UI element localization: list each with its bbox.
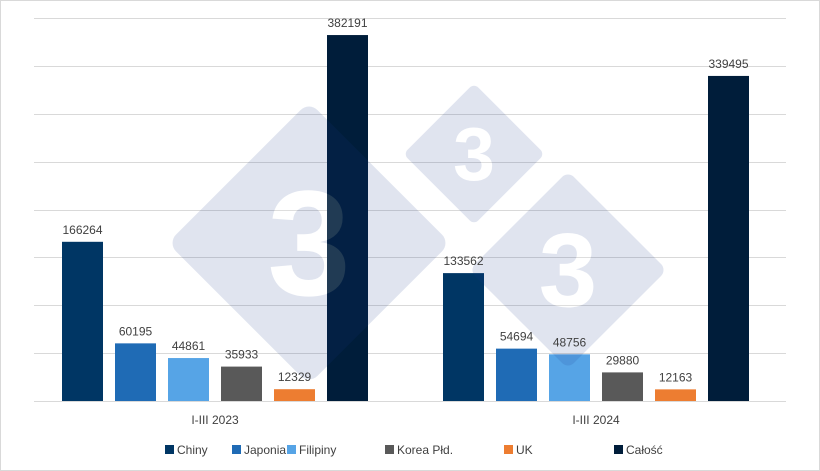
legend-label-chiny: Chiny [177,443,208,457]
data-label: 382191 [327,16,367,30]
watermark-diamond-shape [472,174,664,366]
gridlines [34,18,786,402]
watermark-diamond-shape [172,106,446,380]
watermark-digit: 3 [267,159,350,327]
bar-filipiny-2 [549,354,590,401]
data-label: 35933 [225,348,259,362]
watermark-digit: 3 [453,112,495,196]
watermark-diamond-shape [405,85,543,223]
data-label: 44861 [172,339,206,353]
data-labels: 166264 60195 44861 35933 12329 382191 133562 54… [62,16,748,384]
legend: Chiny Japonia Filipiny Korea Płd. UK Całość [165,443,663,457]
bar-japonia-2 [496,348,537,401]
legend-label-korea-p-d: Korea Płd. [397,443,453,457]
bar-ca-o-1 [327,35,368,401]
bar-uk-1 [274,389,315,401]
bar-chiny-1 [62,241,103,401]
legend-swatch-uk [504,445,513,454]
bar-filipiny-1 [168,358,209,401]
legend-swatch-chiny [165,445,174,454]
bar-ca-o-2 [708,75,749,402]
category-label: I-III 2024 [572,413,620,427]
watermark-diamond [172,106,446,380]
data-label: 339495 [708,57,748,71]
legend-label-japonia: Japonia [244,443,286,457]
data-label: 12163 [659,370,693,384]
legend-swatch-ca-o [614,445,623,454]
bars [62,35,749,402]
watermark-diamond [405,85,543,223]
bar-korea-p-d-2 [602,372,643,401]
data-label: 48756 [553,335,587,349]
category-label: I-III 2023 [191,413,239,427]
watermark-digit: 3 [539,212,597,329]
legend-swatch-korea-p-d [385,445,394,454]
bar-chiny-2 [443,273,484,401]
bar-japonia-1 [115,343,156,401]
data-label: 29880 [606,353,640,367]
watermark-diamond [472,174,664,366]
data-label: 54694 [500,330,534,344]
bar-korea-p-d-1 [221,366,262,401]
legend-swatch-japonia [232,445,241,454]
data-label: 133562 [443,254,483,268]
legend-label-filipiny: Filipiny [299,443,336,457]
legend-label-ca-o: Całość [626,443,663,457]
data-label: 166264 [62,223,102,237]
data-label: 60195 [119,324,153,338]
watermark-3-icon: 333 [172,85,664,380]
legend-label-uk: UK [516,443,533,457]
legend-swatch-filipiny [287,445,296,454]
category-labels: I-III 2023 I-III 2024 [191,413,620,427]
bar-uk-2 [655,389,696,401]
data-label: 12329 [278,370,312,384]
